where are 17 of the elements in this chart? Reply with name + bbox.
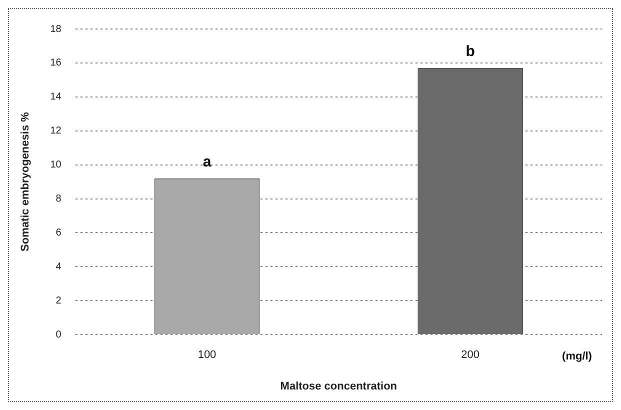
y-axis-title: Somatic embryogenesis % [20,112,32,252]
y-tick-label: 14 [50,92,62,103]
annotation: a [202,154,212,171]
annotation: b [466,43,475,60]
x-tick-label: 100 [198,349,216,362]
y-tick-label: 12 [50,126,62,137]
x-axis-title: Maltose concentration [280,380,398,392]
y-tick-label: 10 [50,160,62,171]
y-tick-label: 2 [56,295,62,306]
text: (mg/l) [562,350,592,363]
y-tick-label: 4 [56,261,62,272]
y-tick-label: 18 [50,24,62,35]
x-tick-label: 200 [461,349,480,362]
y-tick-label: 0 [56,329,62,340]
y-tick-label: 8 [56,194,62,205]
y-tick-label: 16 [50,58,62,69]
y-tick-label: 6 [56,227,62,238]
